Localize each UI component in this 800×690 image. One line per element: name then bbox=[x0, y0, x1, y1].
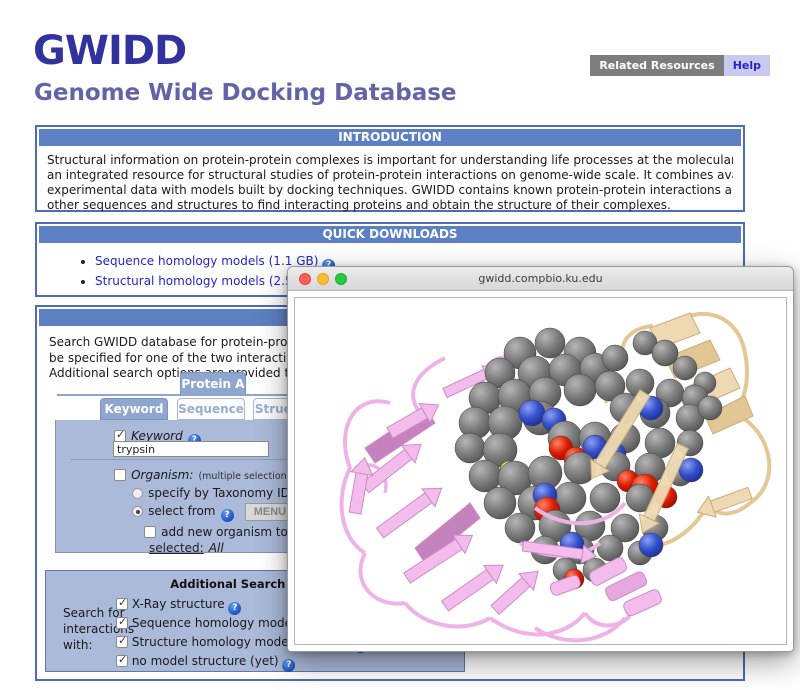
protein-complex-image bbox=[339, 311, 772, 643]
window-titlebar[interactable]: gwidd.compbio.ku.edu bbox=[288, 267, 793, 291]
introduction-section: INTRODUCTION Structural information on p… bbox=[35, 125, 745, 212]
introduction-line: experimental data with models built by d… bbox=[47, 183, 733, 197]
introduction-line: other sequences and structures to find i… bbox=[47, 198, 671, 212]
search-intro-line: be specified for one of the two interact… bbox=[49, 350, 330, 365]
organism-row: Organism: (multiple selection available) bbox=[114, 464, 336, 483]
xray-checkbox[interactable] bbox=[116, 597, 128, 610]
organism-note: (multiple selection available) bbox=[198, 471, 337, 482]
tab-keyword[interactable]: Keyword bbox=[100, 398, 168, 420]
introduction-line: an integrated resource for structural st… bbox=[47, 168, 733, 182]
option-row: X-Ray structure ? bbox=[116, 597, 242, 615]
selected-label[interactable]: selected: bbox=[149, 541, 204, 555]
structure-model-checkbox[interactable] bbox=[116, 635, 128, 648]
option-row: no model structure (yet) ? bbox=[116, 654, 296, 672]
structural-models-link[interactable]: Structural homology models (2.5 GB) bbox=[95, 274, 319, 288]
introduction-header: INTRODUCTION bbox=[39, 129, 741, 146]
close-button[interactable] bbox=[299, 273, 311, 285]
taxonomy-label: specify by Taxonomy ID: bbox=[148, 486, 294, 500]
minimize-button[interactable] bbox=[317, 273, 329, 285]
help-icon[interactable]: ? bbox=[282, 659, 296, 672]
quick-downloads-header: QUICK DOWNLOADS bbox=[39, 226, 741, 243]
related-resources-button[interactable]: Related Resources bbox=[590, 55, 724, 76]
zoom-button[interactable] bbox=[335, 273, 347, 285]
sequence-models-link[interactable]: Sequence homology models (1.1 GB) bbox=[95, 254, 319, 268]
keyword-input[interactable] bbox=[113, 441, 269, 457]
help-icon[interactable]: ? bbox=[220, 509, 234, 522]
help-button[interactable]: Help bbox=[723, 55, 770, 76]
add-new-organism-checkbox[interactable] bbox=[144, 526, 156, 538]
option-label: X-Ray structure bbox=[131, 597, 225, 611]
protein-image-frame bbox=[294, 297, 787, 645]
panel-divider bbox=[71, 459, 416, 460]
organism-checkbox[interactable] bbox=[114, 469, 126, 481]
introduction-text: Structural information on protein-protei… bbox=[37, 148, 743, 213]
organism-label: Organism: bbox=[131, 468, 194, 482]
keyword-label: Keyword bbox=[131, 429, 183, 443]
search-intro-line: Search GWIDD database for protein-protei… bbox=[49, 335, 326, 349]
select-from-label: select from bbox=[148, 504, 216, 518]
protein-a-tab[interactable]: Protein A bbox=[180, 372, 246, 396]
select-from-radio[interactable] bbox=[132, 506, 143, 517]
no-model-checkbox[interactable] bbox=[116, 654, 128, 667]
option-label: no model structure (yet) bbox=[131, 654, 279, 668]
site-logo: GWIDD bbox=[33, 28, 187, 74]
selected-row: selected: All bbox=[149, 537, 224, 556]
header-buttons: Related Resources Help bbox=[590, 55, 770, 76]
selected-value: All bbox=[208, 541, 224, 555]
tab-sequence[interactable]: Sequence bbox=[177, 398, 245, 420]
select-from-row: select from ? MENU ▼ bbox=[132, 500, 310, 522]
sequence-model-checkbox[interactable] bbox=[116, 616, 128, 629]
protein-viewer-window[interactable]: gwidd.compbio.ku.edu bbox=[287, 266, 794, 652]
introduction-line: Structural information on protein-protei… bbox=[47, 153, 733, 167]
window-title: gwidd.compbio.ku.edu bbox=[478, 272, 603, 285]
taxonomy-radio[interactable] bbox=[132, 488, 143, 499]
site-subtitle: Genome Wide Docking Database bbox=[34, 80, 457, 106]
help-icon[interactable]: ? bbox=[228, 602, 242, 615]
